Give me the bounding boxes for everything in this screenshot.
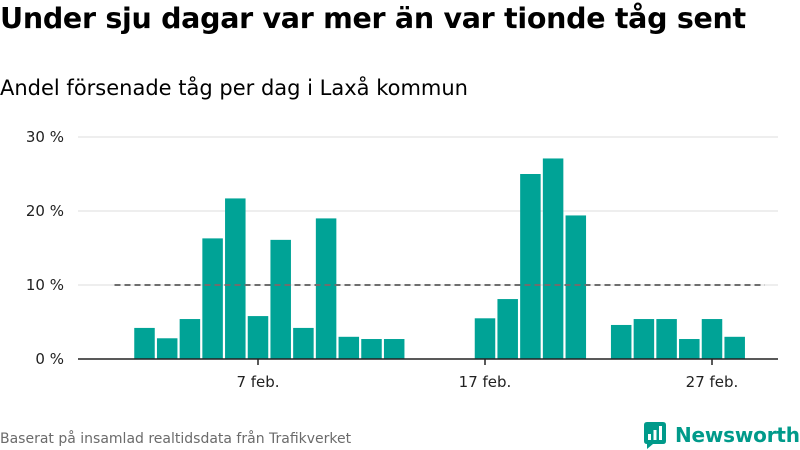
bars <box>134 158 745 359</box>
bar <box>474 318 496 359</box>
newsworthy-brand[interactable]: Newsworthy <box>643 420 800 450</box>
bar <box>724 336 745 359</box>
chart-title: Under sju dagar var mer än var tionde tå… <box>0 2 746 35</box>
bar <box>610 324 632 359</box>
bar <box>633 319 655 359</box>
bar <box>520 174 541 359</box>
bar <box>202 238 223 359</box>
bar <box>225 198 246 359</box>
brand-name: Newsworthy <box>675 423 800 447</box>
chart-subtitle: Andel försenade tåg per dag i Laxå kommu… <box>0 76 468 100</box>
y-tick-label: 20 % <box>26 202 64 220</box>
x-tick-label: 7 feb. <box>236 373 279 391</box>
y-tick-label: 10 % <box>26 276 64 294</box>
bar <box>293 327 314 359</box>
bar <box>383 339 405 359</box>
y-tick-label: 0 % <box>35 350 64 368</box>
bar <box>315 218 337 359</box>
bar <box>134 327 155 359</box>
bar <box>270 239 291 359</box>
axes: 0 % 10 % 20 % 30 % 7 feb. 17 feb. 27 feb. <box>26 128 778 391</box>
bar <box>565 215 587 359</box>
bar <box>679 339 700 359</box>
bar <box>361 339 382 359</box>
bar <box>701 319 723 359</box>
bar <box>247 316 269 359</box>
x-tick-label: 17 feb. <box>459 373 512 391</box>
y-tick-label: 30 % <box>26 128 64 146</box>
bar <box>179 319 201 359</box>
bar <box>338 336 360 359</box>
bar-chart: 0 % 10 % 20 % 30 % 7 feb. 17 feb. 27 feb. <box>26 128 778 391</box>
gridlines <box>78 136 778 286</box>
source-note: Baserat på insamlad realtidsdata från Tr… <box>0 431 352 447</box>
bar <box>497 299 518 359</box>
x-tick-label: 27 feb. <box>686 373 739 391</box>
bar <box>542 158 564 359</box>
bar <box>156 338 178 359</box>
newsworthy-logo-icon <box>644 422 666 449</box>
bar <box>656 319 677 359</box>
